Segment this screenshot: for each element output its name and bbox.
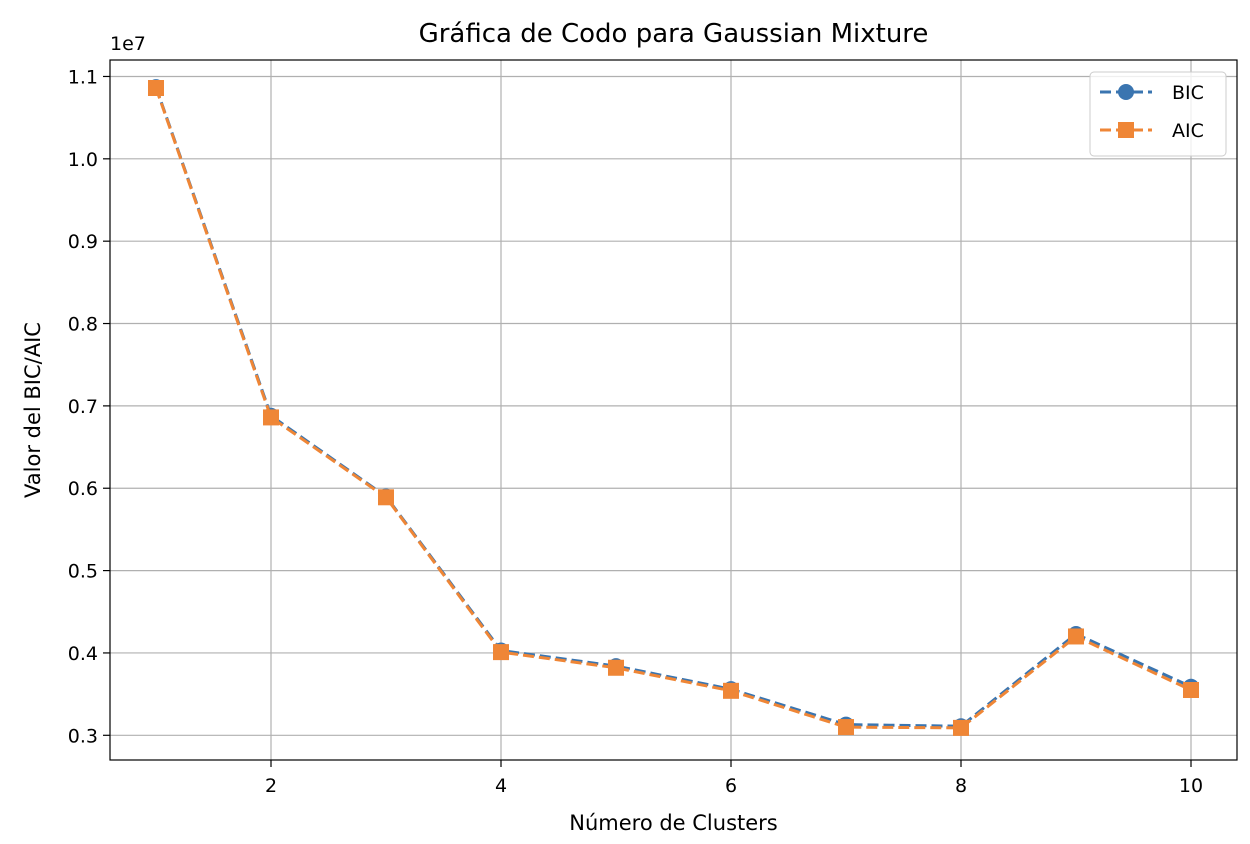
aic-point bbox=[493, 644, 509, 661]
plot-series bbox=[148, 79, 1199, 736]
grid-lines bbox=[110, 60, 1237, 760]
y-tick-label: 0.4 bbox=[68, 643, 98, 665]
legend-label-bic: BIC bbox=[1172, 82, 1204, 104]
chart-title: Gráfica de Codo para Gaussian Mixture bbox=[419, 19, 929, 49]
aic-point bbox=[148, 80, 164, 96]
legend-entries: BIC AIC bbox=[1100, 82, 1204, 142]
aic-point bbox=[263, 409, 279, 426]
y-axis-title: Valor del BIC/AIC bbox=[21, 322, 45, 498]
legend-marker-bic bbox=[1118, 84, 1134, 100]
x-tick-label: 4 bbox=[495, 775, 507, 797]
legend-marker-aic bbox=[1118, 122, 1134, 138]
x-tick-label: 10 bbox=[1179, 775, 1203, 797]
aic-point bbox=[1068, 628, 1084, 645]
legend-box bbox=[1089, 71, 1227, 157]
x-axis-title: Número de Clusters bbox=[569, 811, 778, 835]
series-aic bbox=[148, 80, 1199, 736]
y-tick-label: 0.9 bbox=[68, 231, 98, 253]
axes-frame bbox=[109, 59, 1238, 761]
x-tick-label: 2 bbox=[265, 775, 277, 797]
aic-point bbox=[723, 682, 739, 699]
aic-point bbox=[378, 489, 394, 506]
y-tick-label: 0.3 bbox=[68, 725, 98, 747]
y-tick-label: 0.5 bbox=[68, 561, 98, 583]
y-tick-label: 0.7 bbox=[68, 396, 98, 418]
axis-ticks: 2 4 6 8 10 0.3 0.4 0.5 0.6 0.7 0.8 0.9 1.0 1.1 bbox=[68, 66, 1203, 797]
y-tick-label: 1.0 bbox=[68, 149, 98, 171]
legend-label-aic: AIC bbox=[1172, 120, 1204, 142]
y-tick-label: 0.6 bbox=[68, 478, 98, 500]
y-tick-label: 1.1 bbox=[68, 66, 98, 88]
y-axis-offset-label: 1e7 bbox=[110, 33, 146, 55]
x-tick-label: 8 bbox=[955, 775, 967, 797]
aic-point bbox=[1183, 682, 1199, 698]
aic-point bbox=[608, 659, 624, 676]
aic-point bbox=[953, 719, 969, 736]
legend: BIC AIC bbox=[1089, 71, 1227, 157]
x-tick-label: 6 bbox=[725, 775, 737, 797]
aic-point bbox=[838, 719, 854, 736]
aic-line bbox=[154, 87, 1192, 730]
y-tick-label: 0.8 bbox=[68, 314, 98, 336]
